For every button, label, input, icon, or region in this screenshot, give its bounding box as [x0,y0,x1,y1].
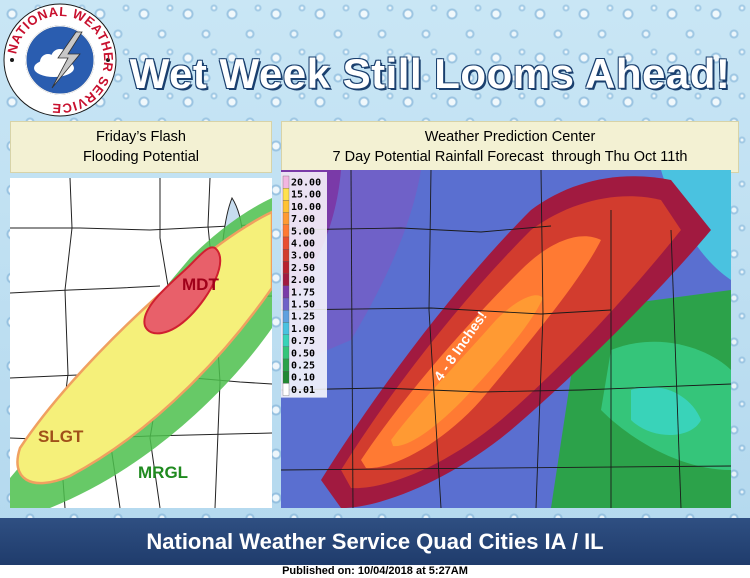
legend-label: 4.00 [291,239,315,250]
rainfall-legend: 20.0015.0010.007.005.004.003.002.502.001… [281,172,327,398]
footer-banner: National Weather Service Quad Cities IA … [0,518,750,565]
legend-swatch [282,236,290,250]
legend-label: 0.75 [291,336,315,347]
legend-swatch [282,261,290,274]
legend-label: 1.00 [291,324,315,335]
flash-flood-panel-header: Friday’s Flash Flooding Potential [10,121,272,173]
legend-label: 0.50 [291,348,315,359]
legend-label: 15.00 [291,190,321,201]
legend-label: 1.75 [291,287,315,298]
legend-label: 7.00 [291,214,315,225]
legend-swatch [282,383,290,396]
nws-logo-icon: NATIONAL WEATHER SERVICE [3,3,117,117]
legend-swatch [282,249,290,262]
mrgl-label: MRGL [138,463,188,482]
legend-swatch [282,188,290,201]
legend-swatch [282,322,290,335]
legend-swatch [282,358,290,372]
rainfall-title-line1: Weather Prediction Center [424,129,596,145]
legend-label: 0.01 [291,385,315,396]
legend-swatch [282,346,290,360]
flash-flood-map: MDT SLGT MRGL [10,178,272,508]
legend-swatch [282,334,290,347]
legend-label: 5.00 [291,226,315,237]
mdt-label: MDT [182,275,219,294]
legend-swatch [282,310,290,323]
moderate-risk-area [143,246,222,335]
legend-label: 2.50 [291,263,315,274]
legend-swatch [282,175,290,189]
legend-label: 2.00 [291,275,315,286]
legend-swatch [282,212,290,225]
legend-swatch [282,224,290,238]
rain-swath-7in [391,295,543,447]
legend-label: 3.00 [291,251,315,262]
legend-swatch [282,297,290,311]
slide-background: NATIONAL WEATHER SERVICE Wet Week Still … [0,0,750,565]
legend-swatch [282,285,290,299]
flash-flood-title-line2: Flooding Potential [82,149,200,165]
published-timestamp: Published on: 10/04/2018 at 5:27AM [282,565,468,577]
legend-label: 0.25 [291,361,315,372]
legend-swatch [282,371,290,384]
flash-flood-title-line1: Friday’s Flash [96,129,186,145]
legend-label: 10.00 [291,202,321,213]
rainfall-forecast-map: 20.00 15.00 10.00 7.00 5.00 4.00 3.00 2.50 2.00 1… [281,170,731,508]
legend-label: 20.00 [291,178,321,189]
legend-swatch [282,273,290,286]
legend-label: 0.10 [291,373,315,384]
rainfall-title-line2: 7 Day Potential Rainfall Forecast throug… [332,149,688,165]
legend-label: 1.25 [291,312,315,323]
page-title: Wet Week Still Looms Ahead! [129,50,731,97]
legend-swatch [282,200,290,213]
slgt-label: SLGT [38,427,84,446]
rainfall-panel-header: Weather Prediction Center 7 Day Potentia… [281,121,739,173]
legend-label: 1.50 [291,300,315,311]
state-borders [281,170,731,508]
